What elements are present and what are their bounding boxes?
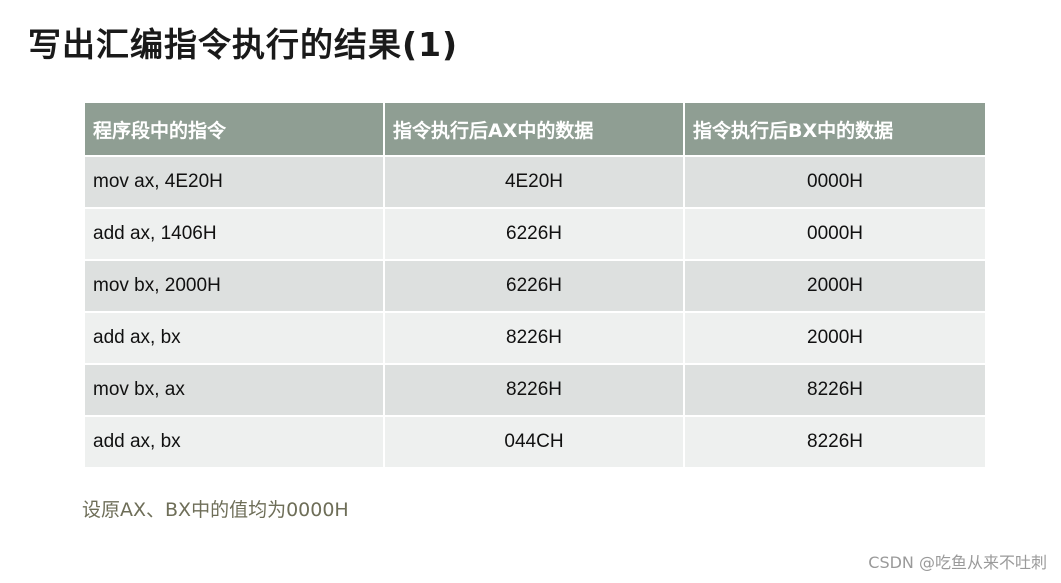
table-row: add ax, bx 044CH 8226H [83,415,987,469]
bx-value-cell: 8226H [683,415,987,469]
instruction-cell: add ax, bx [83,415,385,469]
table-row: mov bx, ax 8226H 8226H [83,363,987,417]
ax-value-cell: 8226H [383,311,685,365]
instruction-result-table: 程序段中的指令 指令执行后AX中的数据 指令执行后BX中的数据 mov ax, … [83,101,987,469]
table-row: add ax, 1406H 6226H 0000H [83,207,987,261]
instruction-cell: mov bx, 2000H [83,259,385,313]
bx-value-cell: 2000H [683,311,987,365]
instruction-cell: add ax, 1406H [83,207,385,261]
bx-value-cell: 0000H [683,207,987,261]
bx-value-cell: 8226H [683,363,987,417]
header-instruction: 程序段中的指令 [83,101,385,157]
ax-value-cell: 6226H [383,207,685,261]
ax-value-cell: 044CH [383,415,685,469]
ax-value-cell: 4E20H [383,155,685,209]
ax-value-cell: 6226H [383,259,685,313]
instruction-cell: mov bx, ax [83,363,385,417]
bx-value-cell: 0000H [683,155,987,209]
header-ax-value: 指令执行后AX中的数据 [383,101,685,157]
header-bx-value: 指令执行后BX中的数据 [683,101,987,157]
initial-value-note: 设原AX、BX中的值均为0000H [82,499,349,521]
instruction-cell: add ax, bx [83,311,385,365]
ax-value-cell: 8226H [383,363,685,417]
table-row: add ax, bx 8226H 2000H [83,311,987,365]
table-row: mov bx, 2000H 6226H 2000H [83,259,987,313]
slide-title: 写出汇编指令执行的结果(1) [28,25,459,64]
bx-value-cell: 2000H [683,259,987,313]
watermark: CSDN @吃鱼从来不吐刺 [868,553,1047,572]
table-row: mov ax, 4E20H 4E20H 0000H [83,155,987,209]
instruction-cell: mov ax, 4E20H [83,155,385,209]
table-header-row: 程序段中的指令 指令执行后AX中的数据 指令执行后BX中的数据 [83,101,987,157]
